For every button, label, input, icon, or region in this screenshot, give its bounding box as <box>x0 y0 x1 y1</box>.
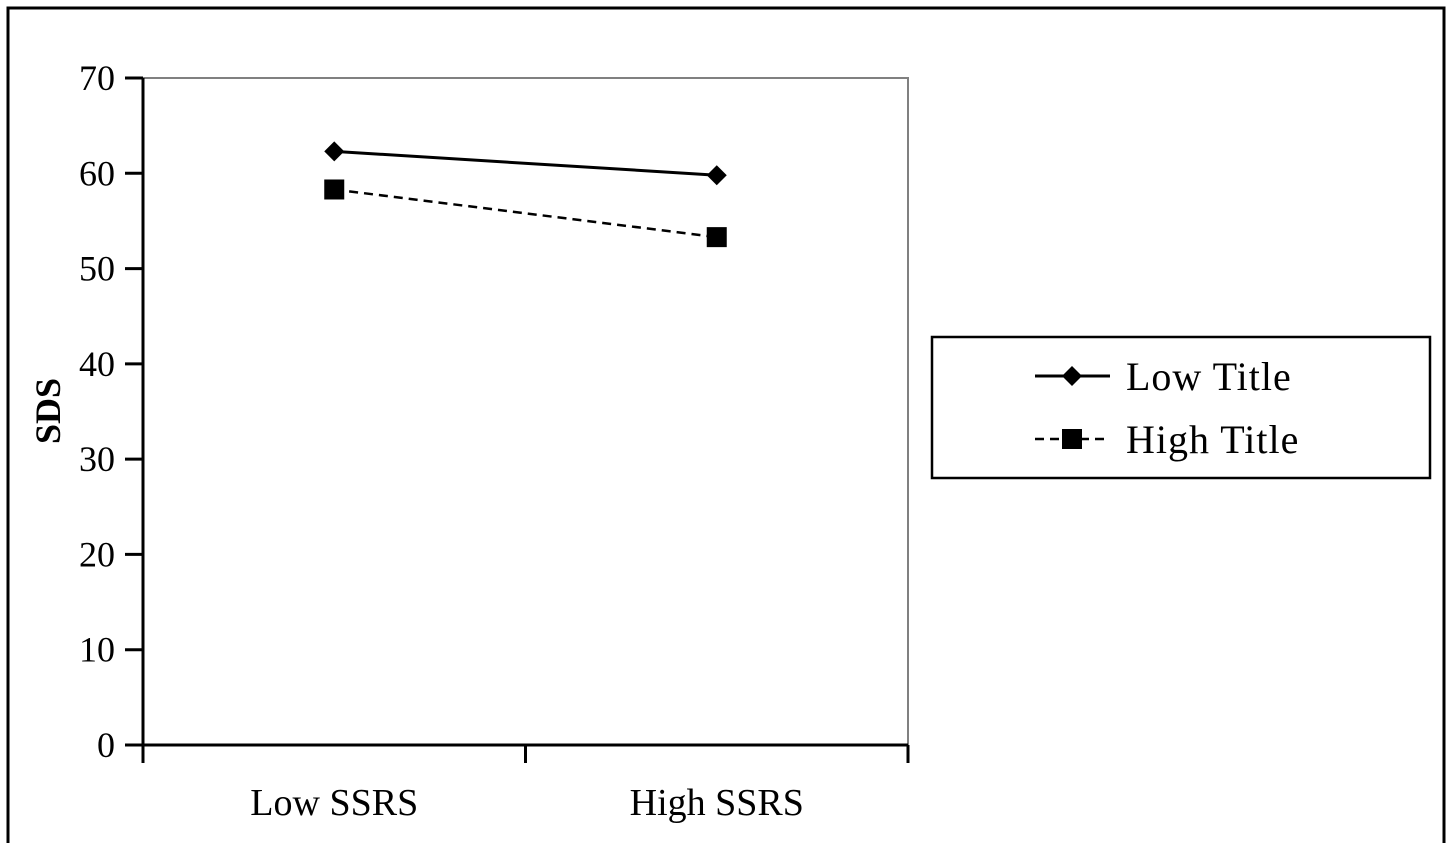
x-ticks: Low SSRS High SSRS <box>141 745 910 824</box>
series-line <box>334 149 717 177</box>
legend: Low Title High Title <box>930 335 1432 480</box>
y-tick-label: 40 <box>79 344 115 384</box>
data-point <box>324 141 345 162</box>
y-tick-label: 60 <box>79 153 115 193</box>
y-tick-label: 10 <box>79 630 115 670</box>
y-tick-label: 0 <box>97 725 115 765</box>
plot-area <box>142 77 909 746</box>
y-tick-label: 70 <box>79 58 115 98</box>
x-category-label: High SSRS <box>630 782 804 824</box>
x-category-label: Low SSRS <box>250 782 418 824</box>
legend-swatch-marker <box>1062 366 1082 386</box>
legend-label: High Title <box>1126 417 1299 462</box>
y-axis-title: SDS <box>28 378 68 444</box>
legend-label: Low Title <box>1126 354 1292 399</box>
data-point <box>706 165 727 186</box>
data-point <box>324 179 345 200</box>
legend-items: Low Title High Title <box>1035 354 1299 462</box>
y-tick-label: 50 <box>79 249 115 289</box>
y-tick-label: 30 <box>79 439 115 479</box>
y-tick-label: 20 <box>79 534 115 574</box>
data-point <box>706 227 727 248</box>
series-line <box>334 188 717 239</box>
legend-box <box>930 335 1432 480</box>
series-layer <box>324 141 727 248</box>
legend-swatch-marker <box>1062 429 1082 449</box>
y-ticks: 0 10 20 30 40 50 60 70 <box>79 58 143 765</box>
